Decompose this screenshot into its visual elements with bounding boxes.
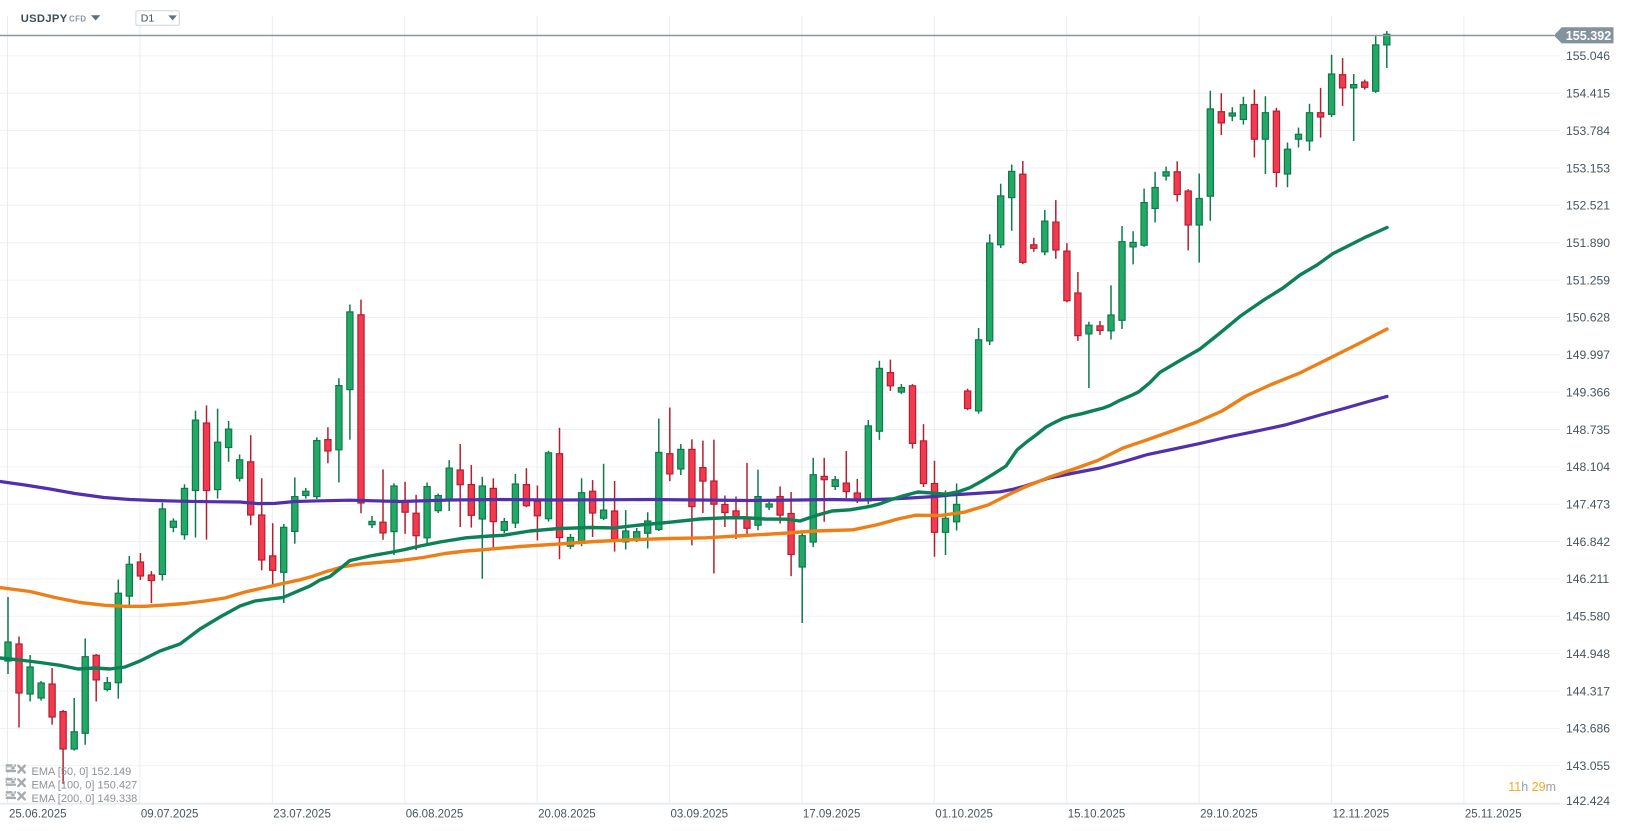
svg-text:11h 29m: 11h 29m xyxy=(1508,780,1556,794)
svg-text:23.07.2025: 23.07.2025 xyxy=(273,809,331,821)
svg-text:150.628: 150.628 xyxy=(1566,311,1610,325)
svg-text:29.10.2025: 29.10.2025 xyxy=(1200,809,1258,821)
svg-text:148.735: 148.735 xyxy=(1566,423,1610,437)
svg-text:152.521: 152.521 xyxy=(1566,199,1610,213)
svg-text:155.392: 155.392 xyxy=(1566,29,1612,43)
svg-text:145.580: 145.580 xyxy=(1566,610,1610,624)
svg-text:144.948: 144.948 xyxy=(1566,647,1610,661)
svg-text:25.11.2025: 25.11.2025 xyxy=(1465,809,1522,821)
svg-text:154.415: 154.415 xyxy=(1566,87,1610,101)
svg-text:143.055: 143.055 xyxy=(1566,759,1610,773)
svg-text:148.104: 148.104 xyxy=(1566,460,1610,474)
svg-text:146.842: 146.842 xyxy=(1566,535,1610,549)
svg-text:17.09.2025: 17.09.2025 xyxy=(803,809,861,821)
svg-text:01.10.2025: 01.10.2025 xyxy=(935,809,993,821)
svg-text:USDJPY: USDJPY xyxy=(21,13,68,25)
svg-text:25.06.2025: 25.06.2025 xyxy=(9,809,67,821)
svg-text:15.10.2025: 15.10.2025 xyxy=(1068,809,1126,821)
svg-text:149.997: 149.997 xyxy=(1566,348,1610,362)
svg-text:153.153: 153.153 xyxy=(1566,161,1610,175)
svg-text:EMA [100, 0] 150.427: EMA [100, 0] 150.427 xyxy=(32,780,138,792)
svg-text:06.08.2025: 06.08.2025 xyxy=(406,809,464,821)
svg-text:D1: D1 xyxy=(141,13,155,25)
svg-text:CFD: CFD xyxy=(69,14,86,23)
svg-text:09.07.2025: 09.07.2025 xyxy=(141,809,199,821)
svg-text:EMA [200, 0] 149.338: EMA [200, 0] 149.338 xyxy=(32,793,138,805)
svg-text:142.424: 142.424 xyxy=(1566,794,1610,808)
svg-text:147.473: 147.473 xyxy=(1566,498,1610,512)
svg-text:EMA [50, 0] 152.149: EMA [50, 0] 152.149 xyxy=(32,766,132,778)
svg-text:146.211: 146.211 xyxy=(1566,572,1609,586)
svg-text:155.046: 155.046 xyxy=(1566,49,1610,63)
svg-text:151.259: 151.259 xyxy=(1566,273,1610,287)
svg-text:12.11.2025: 12.11.2025 xyxy=(1333,809,1390,821)
svg-text:144.317: 144.317 xyxy=(1566,684,1610,698)
svg-text:153.784: 153.784 xyxy=(1566,124,1610,138)
svg-text:149.366: 149.366 xyxy=(1566,385,1610,399)
svg-text:151.890: 151.890 xyxy=(1566,236,1610,250)
svg-text:03.09.2025: 03.09.2025 xyxy=(671,809,729,821)
svg-text:143.686: 143.686 xyxy=(1566,722,1610,736)
svg-text:20.08.2025: 20.08.2025 xyxy=(538,809,596,821)
